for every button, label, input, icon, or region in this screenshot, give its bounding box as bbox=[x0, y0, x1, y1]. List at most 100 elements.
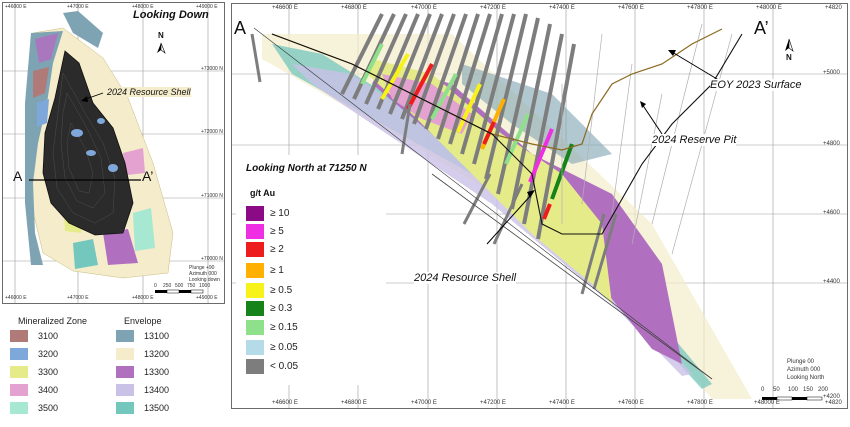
section-easting-top-1: +46800 E bbox=[341, 5, 367, 11]
eoy-surface-label: EOY 2023 Surface bbox=[710, 79, 802, 91]
grade-swatch-lt-0-05 bbox=[246, 359, 264, 374]
section-scale-0: 0 bbox=[761, 387, 765, 393]
section-easting-bottom-8: +4820 bbox=[825, 400, 842, 406]
section-scale-4: 200 bbox=[818, 387, 829, 393]
section-elevation-2: +4600 bbox=[823, 210, 840, 216]
plan-resource-arrowhead bbox=[81, 96, 88, 102]
legend-label-3100: 3100 bbox=[38, 331, 59, 341]
legend-swatch-13100 bbox=[116, 330, 134, 342]
plan-view-map bbox=[3, 3, 224, 303]
section-north-arrow bbox=[785, 38, 794, 52]
plan-easting-top-0: +46000 E bbox=[5, 4, 27, 10]
plan-view-panel: Looking Down N 2024 Resource Shell A A’ … bbox=[2, 2, 225, 304]
section-end-label: A’ bbox=[754, 18, 769, 38]
plan-plunge-2: Looking down bbox=[189, 277, 220, 283]
legend-swatch-3100 bbox=[10, 330, 28, 342]
section-elevation-4: +4200 bbox=[823, 394, 840, 400]
section-plunge-2: Looking North bbox=[787, 375, 825, 381]
legend-swatch-3300 bbox=[10, 366, 28, 378]
reserve-pit-label: 2024 Reserve Pit bbox=[652, 134, 737, 146]
grade-swatch-0-15 bbox=[246, 320, 264, 335]
section-plunge-0: Plunge 00 bbox=[787, 359, 815, 365]
plan-easting-top-3: +49000 E bbox=[196, 4, 218, 10]
plan-scale-2: 500 bbox=[175, 283, 184, 289]
section-plunge-1: Azimuth 000 bbox=[787, 367, 821, 373]
section-easting-top-6: +47800 E bbox=[687, 5, 713, 11]
plan-easting-bottom-0: +46000 E bbox=[5, 295, 27, 301]
legend-label-3400: 3400 bbox=[38, 385, 59, 395]
plan-easting-bottom-3: +49000 E bbox=[196, 295, 218, 301]
plan-scale-3: 750 bbox=[187, 283, 196, 289]
section-scale-1: 50 bbox=[773, 387, 780, 393]
reserve-pit-2024 bbox=[271, 33, 743, 235]
section-north-label: N bbox=[786, 53, 792, 62]
section-easting-top-2: +47000 E bbox=[411, 5, 437, 11]
plan-north-label: N bbox=[158, 31, 164, 40]
plan-scale-4: 1000 bbox=[199, 283, 211, 289]
plan-resource-label: 2024 Resource Shell bbox=[107, 87, 191, 97]
grade-swatch-2 bbox=[246, 242, 264, 257]
plan-scale-bar bbox=[155, 289, 204, 294]
section-easting-top-4: +47400 E bbox=[549, 5, 575, 11]
section-lower-boundary bbox=[431, 173, 713, 380]
grade-label-1: ≥ 1 bbox=[270, 265, 284, 276]
plan-section-start: A bbox=[13, 168, 23, 184]
legend-swatch-13500 bbox=[116, 402, 134, 414]
section-elevation-0: +5000 bbox=[823, 70, 840, 76]
zone-legend: Mineralized Zone Envelope 3100 3200 3300… bbox=[0, 310, 225, 425]
section-easting-bottom-5: +47600 E bbox=[618, 400, 644, 406]
legend-label-13300: 13300 bbox=[144, 367, 170, 377]
legend-swatch-13300 bbox=[116, 366, 134, 378]
grade-label-0-3: ≥ 0.3 bbox=[270, 303, 293, 314]
section-easting-bottom-7: +48000 E bbox=[754, 400, 780, 406]
plan-northing-1: +72000 N bbox=[201, 129, 223, 135]
section-easting-bottom-4: +47400 E bbox=[549, 400, 575, 406]
plan-easting-top-1: +47000 E bbox=[67, 4, 89, 10]
section-annotation-arrowheads bbox=[527, 50, 676, 198]
section-easting-top-8: +4820 bbox=[825, 5, 842, 11]
plan-northing-0: +73000 N bbox=[201, 66, 223, 72]
plan-scale-1: 250 bbox=[163, 283, 172, 289]
grade-swatch-0-05 bbox=[246, 340, 264, 355]
section-easting-bottom-6: +47800 E bbox=[687, 400, 713, 406]
legend-swatch-13200 bbox=[116, 348, 134, 360]
grade-swatch-5 bbox=[246, 224, 264, 239]
section-view-title: Looking North at 71250 N bbox=[246, 163, 367, 174]
legend-swatch-3200 bbox=[10, 348, 28, 360]
legend-swatch-13400 bbox=[116, 384, 134, 396]
grade-label-2: ≥ 2 bbox=[270, 244, 284, 255]
plan-easting-bottom-1: +47000 E bbox=[67, 295, 89, 301]
plan-northing-2: +71000 N bbox=[201, 193, 223, 199]
plan-resource-shell bbox=[42, 50, 134, 236]
grade-label-5: ≥ 5 bbox=[270, 226, 284, 237]
section-scale-bar bbox=[762, 396, 823, 401]
section-easting-top-3: +47200 E bbox=[480, 5, 506, 11]
mineralized-title: Mineralized Zone bbox=[18, 316, 88, 326]
section-view-panel: A A’ N EOY 2023 Surface 2024 Reserve Pit… bbox=[231, 3, 848, 409]
grade-swatch-1 bbox=[246, 263, 264, 278]
section-easting-top-0: +46600 E bbox=[272, 5, 298, 11]
plan-easting-top-2: +48000 E bbox=[132, 4, 154, 10]
legend-label-13400: 13400 bbox=[144, 385, 170, 395]
plan-plunge-0: Plunge +90 bbox=[189, 265, 215, 271]
grade-label-10: ≥ 10 bbox=[270, 208, 290, 219]
grade-swatch-10 bbox=[246, 206, 264, 221]
legend-label-13200: 13200 bbox=[144, 349, 170, 359]
grade-label-lt-0-05: < 0.05 bbox=[270, 361, 299, 372]
section-easting-bottom-0: +46600 E bbox=[272, 400, 298, 406]
plan-scale-0: 0 bbox=[154, 283, 157, 289]
plan-northing-3: +70000 N bbox=[201, 256, 223, 262]
grade-label-0-05: ≥ 0.05 bbox=[270, 342, 298, 353]
section-annotation-arrows bbox=[486, 51, 723, 245]
plan-north-arrow bbox=[157, 42, 166, 54]
section-easting-top-5: +47600 E bbox=[618, 5, 644, 11]
plan-easting-bottom-2: +48000 E bbox=[132, 295, 154, 301]
legend-label-3500: 3500 bbox=[38, 403, 59, 413]
legend-swatch-3400 bbox=[10, 384, 28, 396]
section-elevation-1: +4800 bbox=[823, 141, 840, 147]
section-easting-bottom-1: +46800 E bbox=[341, 400, 367, 406]
plan-section-end: A’ bbox=[142, 168, 154, 184]
grade-label-0-5: ≥ 0.5 bbox=[270, 285, 293, 296]
section-easting-bottom-3: +47200 E bbox=[480, 400, 506, 406]
legend-label-13500: 13500 bbox=[144, 403, 170, 413]
